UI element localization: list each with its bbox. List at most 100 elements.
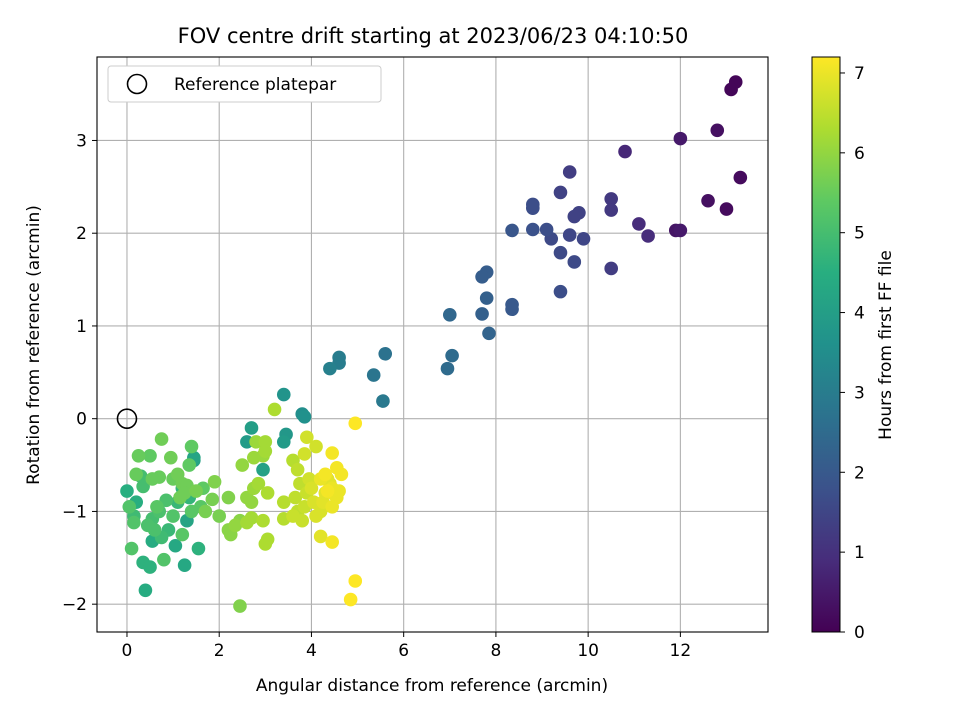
data-point [256,462,270,477]
data-point [150,499,164,514]
colorbar-ticks: 0 1 2 3 4 5 6 7 [840,64,865,643]
plot-frame [96,56,769,633]
grid [97,57,768,632]
data-point [233,599,247,613]
colorbar-tick-label: 2 [854,463,865,483]
y-axis-ticks: −2 −1 0 1 2 3 [62,131,97,615]
colorbar-tick-label: 3 [854,383,865,403]
y-tick-label: 3 [76,131,87,151]
data-point [163,450,178,465]
data-point [733,170,748,185]
colorbar-tick-label: 5 [854,224,865,244]
data-point [701,193,715,208]
data-point [173,490,187,505]
data-point [143,560,157,574]
data-point [567,255,582,269]
data-point [212,509,227,523]
data-point [145,472,160,486]
colorbar-label: Hours from first FF file [876,250,896,440]
data-points [120,75,748,613]
data-point [673,223,688,238]
data-point [129,467,143,482]
data-point [182,458,197,472]
data-point [184,439,199,454]
data-point [505,302,519,317]
data-point [191,541,206,556]
data-point [122,499,137,514]
y-tick-label: 0 [76,410,87,430]
data-point [673,131,688,146]
data-point [641,229,655,243]
data-point [475,269,489,284]
x-axis-label: Angular distance from reference (arcmin) [256,676,608,696]
data-point [157,552,171,567]
data-point [325,535,339,549]
colorbar-tick-label: 4 [854,304,865,324]
data-point [482,326,496,341]
x-tick-label: 0 [122,641,133,661]
reference-platepar-marker [116,408,138,429]
data-point [140,518,155,533]
legend: Reference platepar [107,65,382,103]
data-point [276,435,291,449]
data-point [235,458,250,472]
x-tick-label: 4 [306,641,317,661]
y-axis-label: Rotation from reference (arcmin) [24,205,44,485]
data-point [562,165,577,179]
data-point [553,245,568,260]
x-tick-label: 10 [577,641,599,661]
colorbar-tick-label: 7 [854,64,865,84]
data-point [177,558,192,573]
colorbar-tick-label: 1 [854,543,865,563]
data-point [198,504,213,519]
data-point [332,484,346,498]
data-point [576,231,591,246]
data-point [136,479,150,494]
x-tick-label: 6 [398,641,409,661]
data-point [604,192,619,206]
data-point [175,527,190,542]
data-point [325,499,339,514]
data-point [154,432,169,446]
data-point [539,222,554,237]
data-point [567,209,582,224]
data-point [290,462,305,477]
legend-label: Reference platepar [174,75,336,95]
data-point [131,448,146,463]
data-point [124,541,139,556]
data-point [343,592,358,607]
data-point [120,484,134,498]
legend-box [107,65,382,103]
data-point [244,495,259,509]
data-point [376,394,390,408]
data-point [295,513,310,528]
x-tick-label: 12 [670,641,692,661]
colorbar-tick-label: 6 [854,144,865,164]
data-point [166,509,180,523]
data-point [366,368,381,382]
data-point [618,144,632,159]
y-tick-label: −1 [62,502,87,522]
data-point [526,222,540,237]
data-point [297,447,312,461]
data-point [562,228,577,242]
y-tick-label: −2 [62,595,87,615]
data-point [244,421,259,435]
data-point [276,495,291,509]
data-point [442,308,457,322]
data-point [143,448,157,463]
data-point [207,474,222,489]
data-point [267,402,282,417]
legend-reference-marker [126,73,148,95]
data-point [304,481,319,496]
data-point [724,82,738,97]
data-point [719,202,734,216]
data-point [526,201,540,215]
data-point [348,416,363,431]
data-point [205,492,220,507]
data-point [604,203,619,217]
data-point [221,490,236,505]
data-point [334,467,349,482]
data-point [127,515,141,530]
data-point [258,444,273,458]
